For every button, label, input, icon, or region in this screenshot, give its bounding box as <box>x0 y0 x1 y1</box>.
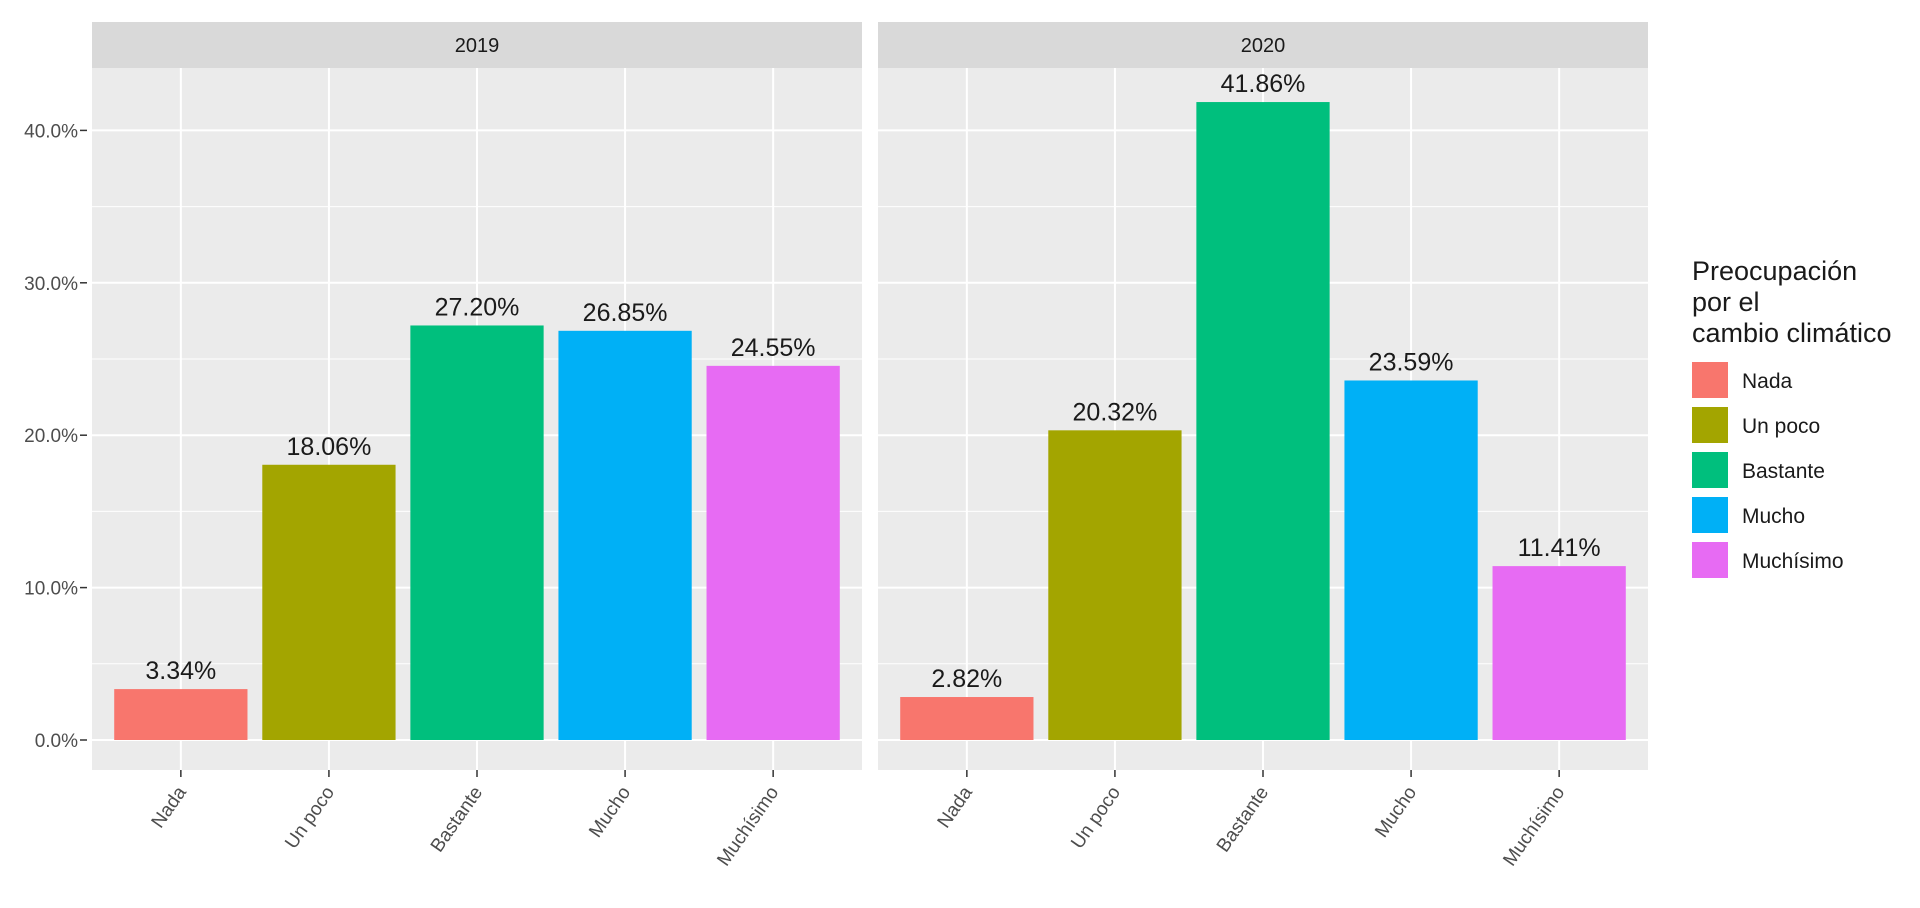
bar <box>410 325 544 740</box>
bar <box>1048 430 1182 740</box>
x-tick-label: Muchísimo <box>1499 783 1569 870</box>
data-label: 11.41% <box>1518 534 1601 562</box>
legend-title-line: cambio climático <box>1692 318 1892 348</box>
legend-key <box>1692 452 1728 488</box>
data-label: 18.06% <box>287 433 372 461</box>
facet-strip-label: 2020 <box>1241 35 1286 57</box>
x-tick-label: Mucho <box>1371 783 1421 842</box>
legend-label: Nada <box>1742 370 1793 393</box>
data-label: 41.86% <box>1221 70 1306 98</box>
data-label: 26.85% <box>583 299 668 327</box>
y-tick-label: 30.0% <box>24 274 78 295</box>
bar <box>114 689 248 740</box>
x-tick-label: Muchísimo <box>713 783 783 870</box>
data-label: 24.55% <box>731 334 816 362</box>
legend-title-line: por el <box>1692 287 1760 317</box>
bar <box>706 365 840 740</box>
facet-strip <box>878 22 1648 68</box>
bar <box>1492 566 1626 740</box>
legend-key <box>1692 407 1728 443</box>
data-label: 2.82% <box>931 665 1002 693</box>
data-label: 20.32% <box>1073 398 1158 426</box>
legend-key <box>1692 497 1728 533</box>
data-label: 3.34% <box>145 657 216 685</box>
y-tick-label: 0.0% <box>35 731 78 752</box>
x-tick-label: Bastante <box>1213 783 1273 856</box>
facet-strip-label: 2019 <box>455 35 500 57</box>
x-tick-label: Un poco <box>281 783 339 853</box>
x-tick-label: Nada <box>148 782 192 832</box>
x-tick-label: Mucho <box>585 783 635 842</box>
legend-title-line: Preocupación <box>1692 256 1857 286</box>
y-tick-label: 40.0% <box>24 121 78 142</box>
x-tick-label: Un poco <box>1067 783 1125 853</box>
legend-key <box>1692 362 1728 398</box>
x-tick-label: Nada <box>934 782 978 832</box>
y-tick-label: 10.0% <box>24 579 78 600</box>
legend-label: Bastante <box>1742 460 1825 483</box>
bar <box>1196 102 1330 741</box>
facet-strip <box>92 22 862 68</box>
legend-key <box>1692 542 1728 578</box>
y-tick-label: 20.0% <box>24 426 78 447</box>
data-label: 27.20% <box>435 293 520 321</box>
x-tick-label: Bastante <box>427 783 487 856</box>
bar <box>558 330 692 740</box>
legend-label: Un poco <box>1742 415 1820 438</box>
bar <box>1344 380 1478 740</box>
bar <box>262 464 396 740</box>
legend-label: Mucho <box>1742 505 1805 528</box>
bar <box>900 697 1034 740</box>
legend-label: Muchísimo <box>1742 550 1844 573</box>
data-label: 23.59% <box>1369 348 1454 376</box>
